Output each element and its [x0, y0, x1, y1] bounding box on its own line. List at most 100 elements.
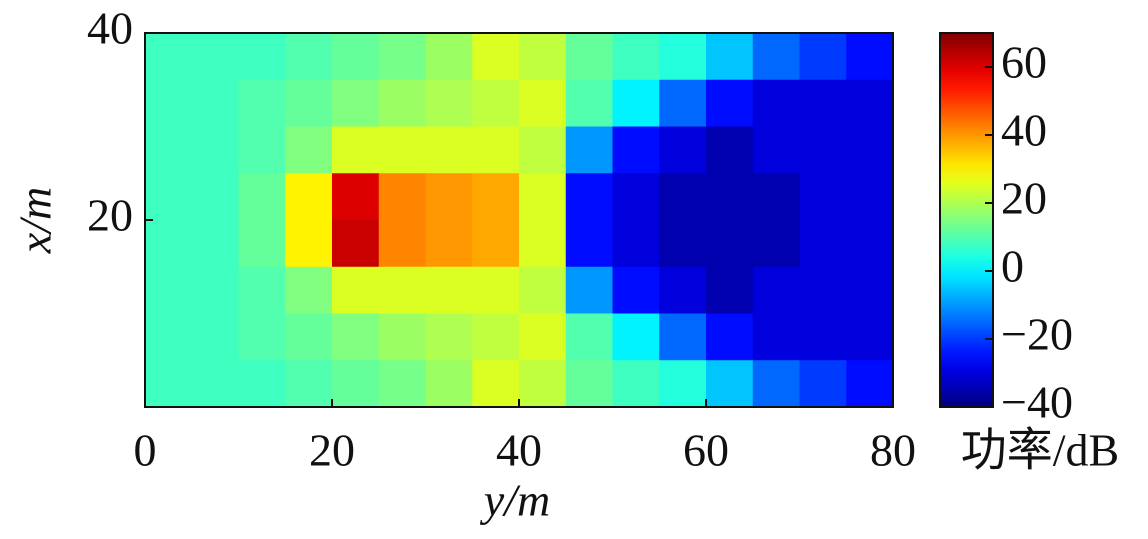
heatmap-cell — [519, 126, 567, 174]
heatmap-cell — [659, 313, 707, 361]
heatmap-cell — [612, 266, 660, 314]
heatmap-cell — [799, 313, 847, 361]
heatmap-cell — [425, 33, 473, 81]
heatmap-cell — [706, 360, 754, 408]
heatmap-cell — [612, 33, 660, 81]
heatmap-cell — [378, 79, 426, 127]
heatmap-cell — [612, 313, 660, 361]
x-tick-label: 80 — [870, 425, 916, 476]
heatmap — [145, 33, 894, 408]
heatmap-cell — [332, 126, 380, 174]
heatmap-cell — [472, 79, 520, 127]
heatmap-cell — [332, 79, 380, 127]
heatmap-cell — [285, 220, 333, 268]
heatmap-cell — [378, 126, 426, 174]
heatmap-cell — [472, 360, 520, 408]
heatmap-cell — [145, 79, 193, 127]
heatmap-cell — [285, 313, 333, 361]
heatmap-cell — [519, 360, 567, 408]
colorbar-tick-label: 60 — [1001, 37, 1047, 88]
heatmap-cell — [145, 220, 193, 268]
heatmap-cell — [612, 173, 660, 221]
heatmap-cell — [425, 360, 473, 408]
colorbar-tick-label: 20 — [1001, 173, 1047, 224]
heatmap-cell — [846, 126, 894, 174]
heatmap-cell — [285, 360, 333, 408]
heatmap-cell — [425, 79, 473, 127]
heatmap-cell — [799, 360, 847, 408]
heatmap-cell — [425, 313, 473, 361]
heatmap-cell — [191, 173, 239, 221]
heatmap-cell — [238, 173, 286, 221]
heatmap-cell — [238, 360, 286, 408]
heatmap-cell — [191, 313, 239, 361]
heatmap-cell — [706, 33, 754, 81]
heatmap-cell — [799, 220, 847, 268]
heatmap-cell — [612, 360, 660, 408]
colorbar-title: 功率/dB — [961, 425, 1119, 476]
heatmap-cell — [285, 33, 333, 81]
heatmap-cell — [565, 173, 613, 221]
heatmap-cell — [378, 360, 426, 408]
heatmap-cell — [145, 313, 193, 361]
y-tick-label: 20 — [87, 190, 133, 241]
heatmap-cell — [706, 173, 754, 221]
heatmap-cell — [145, 360, 193, 408]
heatmap-cell — [565, 79, 613, 127]
heatmap-cell — [238, 266, 286, 314]
heatmap-cell — [799, 79, 847, 127]
x-tick-label: 60 — [683, 425, 729, 476]
heatmap-cell — [145, 173, 193, 221]
heatmap-cell — [378, 33, 426, 81]
heatmap-cell — [332, 313, 380, 361]
heatmap-cell — [659, 360, 707, 408]
heatmap-cell — [752, 33, 800, 81]
heatmap-cell — [472, 126, 520, 174]
heatmap-cell — [846, 220, 894, 268]
heatmap-cell — [846, 313, 894, 361]
heatmap-cell — [565, 266, 613, 314]
heatmap-cell — [191, 266, 239, 314]
heatmap-cell — [846, 360, 894, 408]
heatmap-cell — [378, 266, 426, 314]
heatmap-cell — [519, 220, 567, 268]
heatmap-cell — [332, 360, 380, 408]
heatmap-cell — [565, 126, 613, 174]
heatmap-cell — [659, 266, 707, 314]
heatmap-cell — [472, 313, 520, 361]
heatmap-cell — [285, 173, 333, 221]
heatmap-cell — [425, 220, 473, 268]
x-tick-label: 20 — [309, 425, 355, 476]
heatmap-cell — [191, 360, 239, 408]
heatmap-cell — [332, 266, 380, 314]
heatmap-cell — [332, 220, 380, 268]
heatmap-cell — [145, 126, 193, 174]
heatmap-cell — [425, 266, 473, 314]
heatmap-cell — [191, 79, 239, 127]
colorbar-tick-label: −40 — [1001, 377, 1073, 428]
heatmap-cell — [285, 266, 333, 314]
heatmap-cell — [378, 220, 426, 268]
heatmap-cell — [846, 173, 894, 221]
heatmap-cell — [706, 266, 754, 314]
heatmap-cell — [332, 33, 380, 81]
heatmap-cell — [285, 126, 333, 174]
heatmap-cell — [612, 126, 660, 174]
heatmap-cell — [752, 360, 800, 408]
heatmap-cell — [565, 33, 613, 81]
heatmap-cell — [378, 173, 426, 221]
x-tick-label: 0 — [134, 425, 157, 476]
heatmap-cell — [846, 266, 894, 314]
y-axis-title: x/m — [10, 187, 61, 254]
heatmap-cell — [659, 33, 707, 81]
heatmap-cell — [706, 313, 754, 361]
heatmap-cell — [238, 220, 286, 268]
heatmap-cell — [519, 266, 567, 314]
heatmap-cell — [238, 126, 286, 174]
heatmap-cell — [659, 79, 707, 127]
colorbar-tick-label: 0 — [1001, 241, 1024, 292]
heatmap-cell — [425, 126, 473, 174]
heatmap-cell — [191, 126, 239, 174]
heatmap-cell — [752, 220, 800, 268]
heatmap-cell — [752, 313, 800, 361]
